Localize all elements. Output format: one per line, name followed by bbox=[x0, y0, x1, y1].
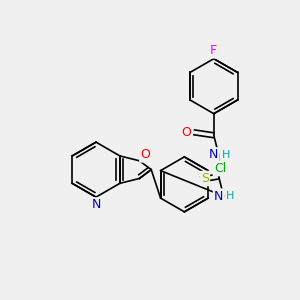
Text: O: O bbox=[182, 126, 191, 139]
Text: N: N bbox=[214, 190, 224, 202]
Text: N: N bbox=[209, 148, 218, 161]
Text: H: H bbox=[226, 191, 235, 201]
Text: H: H bbox=[221, 150, 230, 160]
Text: F: F bbox=[210, 44, 218, 57]
Text: N: N bbox=[91, 199, 101, 212]
Text: S: S bbox=[201, 172, 209, 185]
Text: O: O bbox=[140, 148, 150, 161]
Text: Cl: Cl bbox=[214, 162, 226, 175]
